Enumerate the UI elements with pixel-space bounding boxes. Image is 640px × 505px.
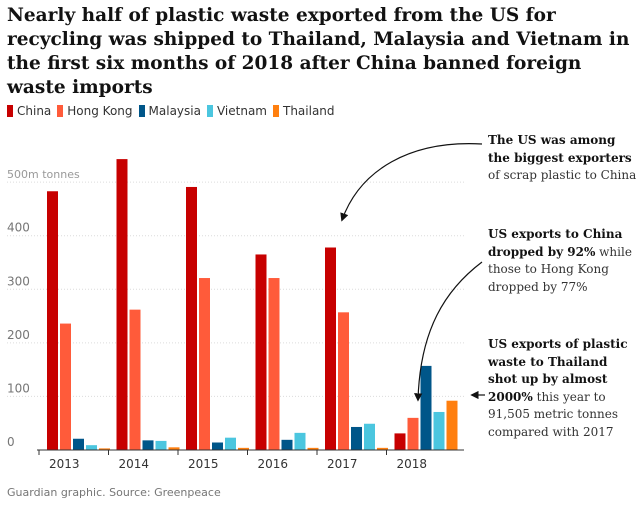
legend-swatch [138,105,145,117]
bar-hong-kong-2014 [129,309,141,450]
x-tick-label: 2018 [397,457,428,471]
bar-vietnam-2015 [225,437,236,450]
legend: China Hong Kong Malaysia Vietnam Thailand [7,104,341,118]
annotation-2-text: while those to Hong Kong dropped by 77% [488,244,632,294]
legend-item-thailand: Thailand [272,104,335,118]
bar-china-2014 [116,159,128,450]
bar-thailand-2018 [446,400,458,450]
bar-vietnam-2013 [86,445,97,450]
bar-vietnam-2018 [433,411,445,450]
legend-item-china: China [7,104,51,118]
legend-swatch [206,105,213,117]
annotation-china-drop: US exports to China dropped by 92% while… [488,226,638,296]
bar-vietnam-2014 [155,440,167,450]
bar-malaysia-2013 [73,438,84,450]
y-tick-label: 300 [7,274,30,288]
annotation-3-bold: US exports of plastic waste to Thailand … [488,337,628,404]
x-tick-label: 2016 [258,457,289,471]
legend-swatch [57,105,64,117]
legend-swatch [272,105,279,117]
bar-china-2016 [255,254,267,450]
legend-label: Hong Kong [67,104,133,118]
annotation-3-text: this year to 91,505 metric tonnes compar… [488,389,618,439]
x-tick-label: 2015 [188,457,219,471]
bar-malaysia-2017 [351,426,362,450]
bar-malaysia-2014 [142,440,154,450]
bar-malaysia-2016 [281,439,293,450]
legend-swatch [7,105,13,117]
legend-label: Vietnam [216,104,267,118]
y-tick-label: 200 [7,328,30,342]
bar-malaysia-2018 [420,365,432,450]
bar-chart: 0 100 200 300 400 500m tonnes 2013 2014 2015 2016… [7,159,464,471]
bar-thailand-2015 [238,447,249,450]
legend-label: Malaysia [148,104,201,118]
bar-hong-kong-2015 [199,278,210,450]
x-tick-label: 2014 [119,457,150,471]
bar-hong-kong-2018 [407,417,419,450]
legend-item-hong-kong: Hong Kong [57,104,133,118]
y-tick-label: 100 [7,381,30,395]
bar-china-2017 [325,247,336,450]
annotation-thailand-rise: US exports of plastic waste to Thailand … [488,336,638,441]
annotation-2-bold: US exports to China dropped by 92% [488,227,623,259]
bar-hong-kong-2013 [60,323,71,450]
legend-item-malaysia: Malaysia [138,104,201,118]
y-tick-label: 400 [7,221,30,235]
y-tick-label: 0 [7,435,15,449]
y-unit-label: 500m tonnes [7,168,80,181]
annotation-china-exporter: The US was among the biggest exporters o… [488,132,638,185]
bar-thailand-2017 [377,447,388,450]
bar-hong-kong-2017 [338,312,349,450]
bar-thailand-2014 [168,447,180,450]
legend-label: Thailand [282,104,335,118]
legend-label: China [17,104,52,118]
bar-china-2013 [47,191,58,450]
bar-thailand-2016 [307,447,319,450]
bar-hong-kong-2016 [268,278,280,450]
x-tick-label: 2013 [49,457,80,471]
x-tick-label: 2017 [327,457,358,471]
annotation-1-text: of scrap plastic to China [488,168,637,182]
bar-china-2015 [186,186,197,450]
bar-vietnam-2016 [294,432,306,450]
bar-thailand-2013 [99,448,110,450]
bar-vietnam-2017 [364,423,375,450]
source-footer: Guardian graphic. Source: Greenpeace [7,486,221,499]
annotation-1-bold: The US was among the biggest exporters [488,133,632,165]
bar-china-2018 [394,433,406,450]
bar-malaysia-2015 [212,442,223,450]
legend-item-vietnam: Vietnam [206,104,267,118]
chart-title: Nearly half of plastic waste exported fr… [7,5,630,98]
